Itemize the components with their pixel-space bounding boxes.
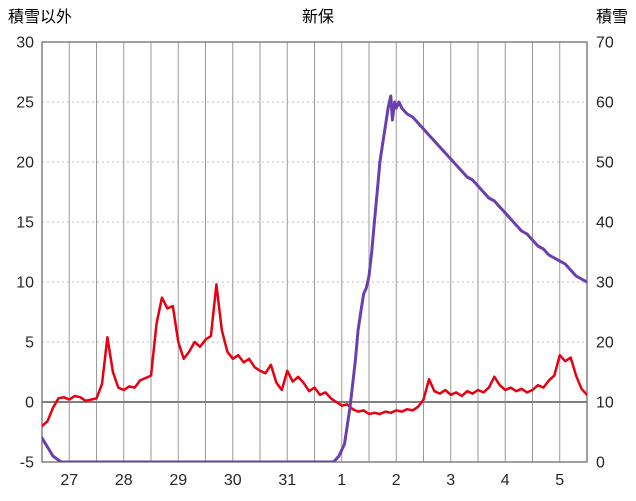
left-axis-tick-label: -5 — [20, 455, 34, 472]
x-axis-tick-label: 27 — [60, 472, 78, 489]
left-axis-title: 積雪以外 — [8, 9, 73, 26]
right-axis-tick-label: 70 — [596, 35, 614, 52]
right-axis-tick-label: 50 — [596, 155, 614, 172]
series-line-other — [42, 283, 587, 428]
left-axis-tick-label: 15 — [16, 215, 34, 232]
right-axis-tick-label: 0 — [596, 455, 605, 472]
x-axis-tick-label: 2 — [392, 472, 401, 489]
x-axis-tick-label: 31 — [278, 472, 296, 489]
x-axis-tick-label: 29 — [169, 472, 187, 489]
left-axis-tick-label: 20 — [16, 155, 34, 172]
right-axis-tick-label: 20 — [596, 335, 614, 352]
left-axis-tick-label: 5 — [25, 335, 34, 352]
left-axis-tick-label: 25 — [16, 95, 34, 112]
right-axis-tick-label: 10 — [596, 395, 614, 412]
x-axis-tick-label: 5 — [555, 472, 564, 489]
series-line-snow — [42, 94, 587, 462]
right-axis-tick-label: 40 — [596, 215, 614, 232]
x-axis-tick-label: 28 — [115, 472, 133, 489]
right-axis-tick-label: 30 — [596, 275, 614, 292]
x-axis-tick-label: 30 — [224, 472, 242, 489]
x-axis-tick-label: 3 — [446, 472, 455, 489]
right-axis-title: 積雪 — [595, 9, 628, 26]
left-axis-tick-label: 0 — [25, 395, 34, 412]
left-axis-tick-label: 30 — [16, 35, 34, 52]
left-axis-tick-label: 10 — [16, 275, 34, 292]
right-axis-tick-label: 60 — [596, 95, 614, 112]
x-axis-tick-label: 4 — [501, 472, 510, 489]
x-axis-tick-label: 1 — [337, 472, 346, 489]
chart-title: 新保 — [301, 9, 334, 26]
